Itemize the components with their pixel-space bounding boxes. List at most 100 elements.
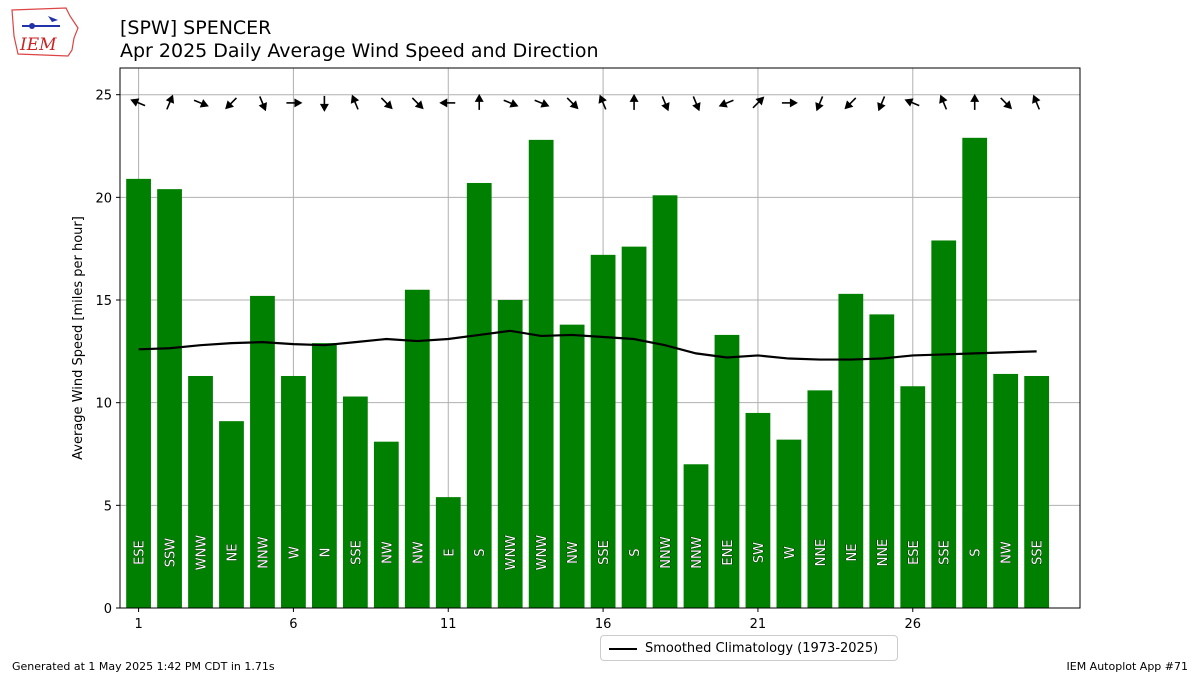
- direction-label: E: [442, 548, 457, 556]
- legend-swatch-climatology: [609, 648, 637, 650]
- bar: [590, 254, 616, 608]
- direction-label: SSE: [938, 540, 953, 565]
- direction-label: SSW: [164, 538, 179, 568]
- bar: [1024, 375, 1050, 608]
- direction-label: NNW: [256, 536, 271, 568]
- wind-arrow: [598, 94, 607, 110]
- direction-label: SSE: [597, 540, 612, 565]
- chart-title-line2: Apr 2025 Daily Average Wind Speed and Di…: [120, 40, 599, 62]
- wind-arrow: [970, 93, 980, 110]
- bar: [281, 375, 306, 608]
- wind-arrow: [439, 98, 456, 108]
- bars-layer: [126, 137, 1050, 609]
- direction-label: SSE: [1031, 540, 1046, 565]
- wind-arrow: [350, 94, 360, 110]
- direction-label: W: [783, 546, 798, 559]
- direction-label: SSE: [349, 540, 364, 565]
- y-tick-label: 0: [104, 602, 112, 617]
- bar: [373, 441, 399, 608]
- wind-arrow: [844, 97, 857, 110]
- direction-label: ESE: [907, 540, 922, 565]
- logo-text: IEM: [19, 35, 57, 55]
- wind-arrow: [692, 96, 701, 112]
- bar: [900, 386, 926, 608]
- direction-label: ESE: [133, 540, 148, 565]
- direction-label: NW: [566, 541, 581, 564]
- wind-arrow: [474, 93, 484, 110]
- wind-arrow: [718, 99, 734, 108]
- direction-label: NE: [845, 544, 860, 562]
- wind-arrow: [225, 97, 237, 110]
- climatology-layer: [138, 329, 1037, 361]
- plot-frame: [119, 67, 1081, 609]
- wind-arrow: [1000, 97, 1013, 110]
- y-tick-label: 20: [95, 191, 112, 206]
- bar: [404, 289, 430, 608]
- bar: [435, 497, 461, 608]
- wind-arrow: [286, 98, 303, 108]
- wind-arrow: [165, 94, 175, 110]
- direction-label: N: [318, 548, 333, 558]
- direction-label: NNE: [876, 539, 891, 567]
- bar: [869, 314, 895, 608]
- wind-arrow: [904, 98, 920, 107]
- direction-label: SW: [752, 542, 767, 563]
- y-tick-label: 5: [104, 499, 112, 514]
- wind-arrow: [380, 97, 393, 110]
- wind-arrow: [319, 95, 329, 112]
- footer-generated: Generated at 1 May 2025 1:42 PM CDT in 1…: [12, 660, 275, 673]
- direction-label: WNW: [195, 535, 210, 571]
- bar: [807, 390, 833, 608]
- y-tick-label: 25: [95, 89, 112, 104]
- legend-label-climatology: Smoothed Climatology (1973-2025): [645, 641, 879, 656]
- direction-label: NNE: [814, 539, 829, 567]
- climatology-line: [138, 329, 1037, 361]
- wind-arrow: [566, 97, 579, 110]
- bar: [188, 375, 213, 608]
- y-tick-label: 15: [95, 294, 112, 309]
- direction-label: NW: [1000, 541, 1015, 564]
- bar: [250, 295, 275, 608]
- direction-label: ENE: [721, 539, 736, 565]
- bar: [745, 412, 771, 608]
- direction-label: S: [969, 548, 984, 556]
- wind-arrow: [1032, 94, 1041, 110]
- footer-app: IEM Autoplot App #71: [1066, 660, 1189, 673]
- wind-arrow: [130, 98, 146, 107]
- bar: [466, 182, 492, 608]
- x-tick-label: 6: [289, 617, 297, 632]
- direction-label-layer: ESE SSW WNW NE NNW W N SSE NW NW E S WNW WNW NW SSE S NNW…: [132, 534, 1046, 571]
- bar: [312, 343, 337, 608]
- direction-label: W: [287, 546, 302, 559]
- direction-label: NW: [411, 541, 426, 564]
- direction-label: NNW: [690, 536, 705, 568]
- bar: [776, 439, 802, 608]
- wind-arrow: [939, 94, 948, 110]
- wind-arrow-layer: [130, 93, 1041, 112]
- direction-label: WNW: [535, 535, 550, 571]
- bar: [993, 373, 1019, 608]
- wind-arrow: [752, 96, 765, 109]
- y-tick-label: 10: [95, 397, 112, 412]
- direction-label: NNW: [659, 536, 674, 568]
- bar: [528, 139, 554, 609]
- bar: [838, 293, 864, 608]
- x-tick-label: 21: [750, 617, 767, 632]
- wind-arrow: [258, 96, 267, 112]
- y-axis-label: Average Wind Speed [miles per hour]: [71, 216, 86, 460]
- bar: [683, 464, 709, 608]
- bar: [559, 324, 585, 608]
- x-tick-label: 26: [905, 617, 922, 632]
- chart-title-line1: [SPW] SPENCER: [120, 17, 272, 39]
- direction-label: WNW: [504, 535, 519, 571]
- x-tick-label: 16: [595, 617, 612, 632]
- bar: [621, 246, 647, 609]
- bar: [714, 334, 740, 608]
- direction-label: NW: [380, 541, 395, 564]
- bar: [497, 300, 523, 608]
- bar: [126, 178, 151, 609]
- wind-arrow: [815, 96, 824, 112]
- bar: [157, 189, 182, 608]
- direction-label: S: [628, 548, 643, 556]
